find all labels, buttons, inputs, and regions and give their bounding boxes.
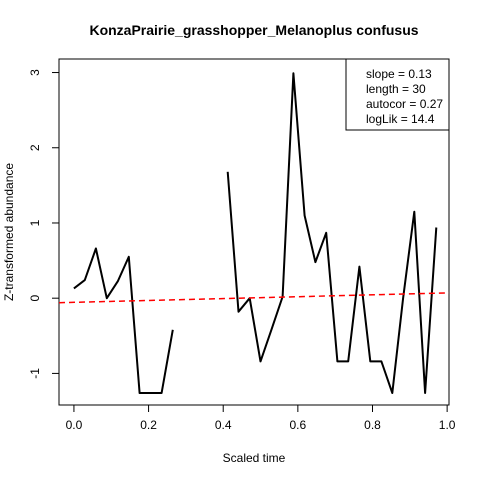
x-axis: 0.0 0.2 0.4 0.6 0.8 1.0 [66, 405, 456, 432]
series-line [73, 72, 438, 394]
x-tick-label: 0.0 [66, 418, 83, 432]
trend-line [58, 292, 450, 304]
y-axis: -1 0 1 2 3 [28, 69, 59, 379]
plot-frame [58, 58, 450, 406]
y-axis-label: Z-transformed abundance [2, 163, 16, 301]
legend-entry: logLik = 14.4 [366, 112, 435, 126]
legend-entry: slope = 0.13 [366, 67, 432, 81]
y-tick-label: 2 [28, 144, 42, 151]
legend-box [345, 58, 450, 131]
y-tick-label: 1 [28, 219, 42, 226]
y-tick-label: -1 [28, 368, 42, 379]
legend-entry: autocor = 0.27 [366, 97, 443, 111]
x-tick-label: 0.4 [215, 418, 232, 432]
x-tick-label: 0.2 [140, 418, 157, 432]
y-tick-label: 0 [28, 295, 42, 302]
x-axis-label: Scaled time [223, 451, 286, 465]
y-tick-label: 3 [28, 69, 42, 76]
x-tick-label: 0.8 [364, 418, 381, 432]
chart-title: KonzaPrairie_grasshopper_Melanoplus conf… [89, 22, 418, 38]
x-tick-label: 0.6 [290, 418, 307, 432]
trend-layer [58, 292, 450, 304]
legend-entry: length = 30 [366, 82, 426, 96]
x-tick-label: 1.0 [439, 418, 456, 432]
series-layer [73, 72, 438, 394]
